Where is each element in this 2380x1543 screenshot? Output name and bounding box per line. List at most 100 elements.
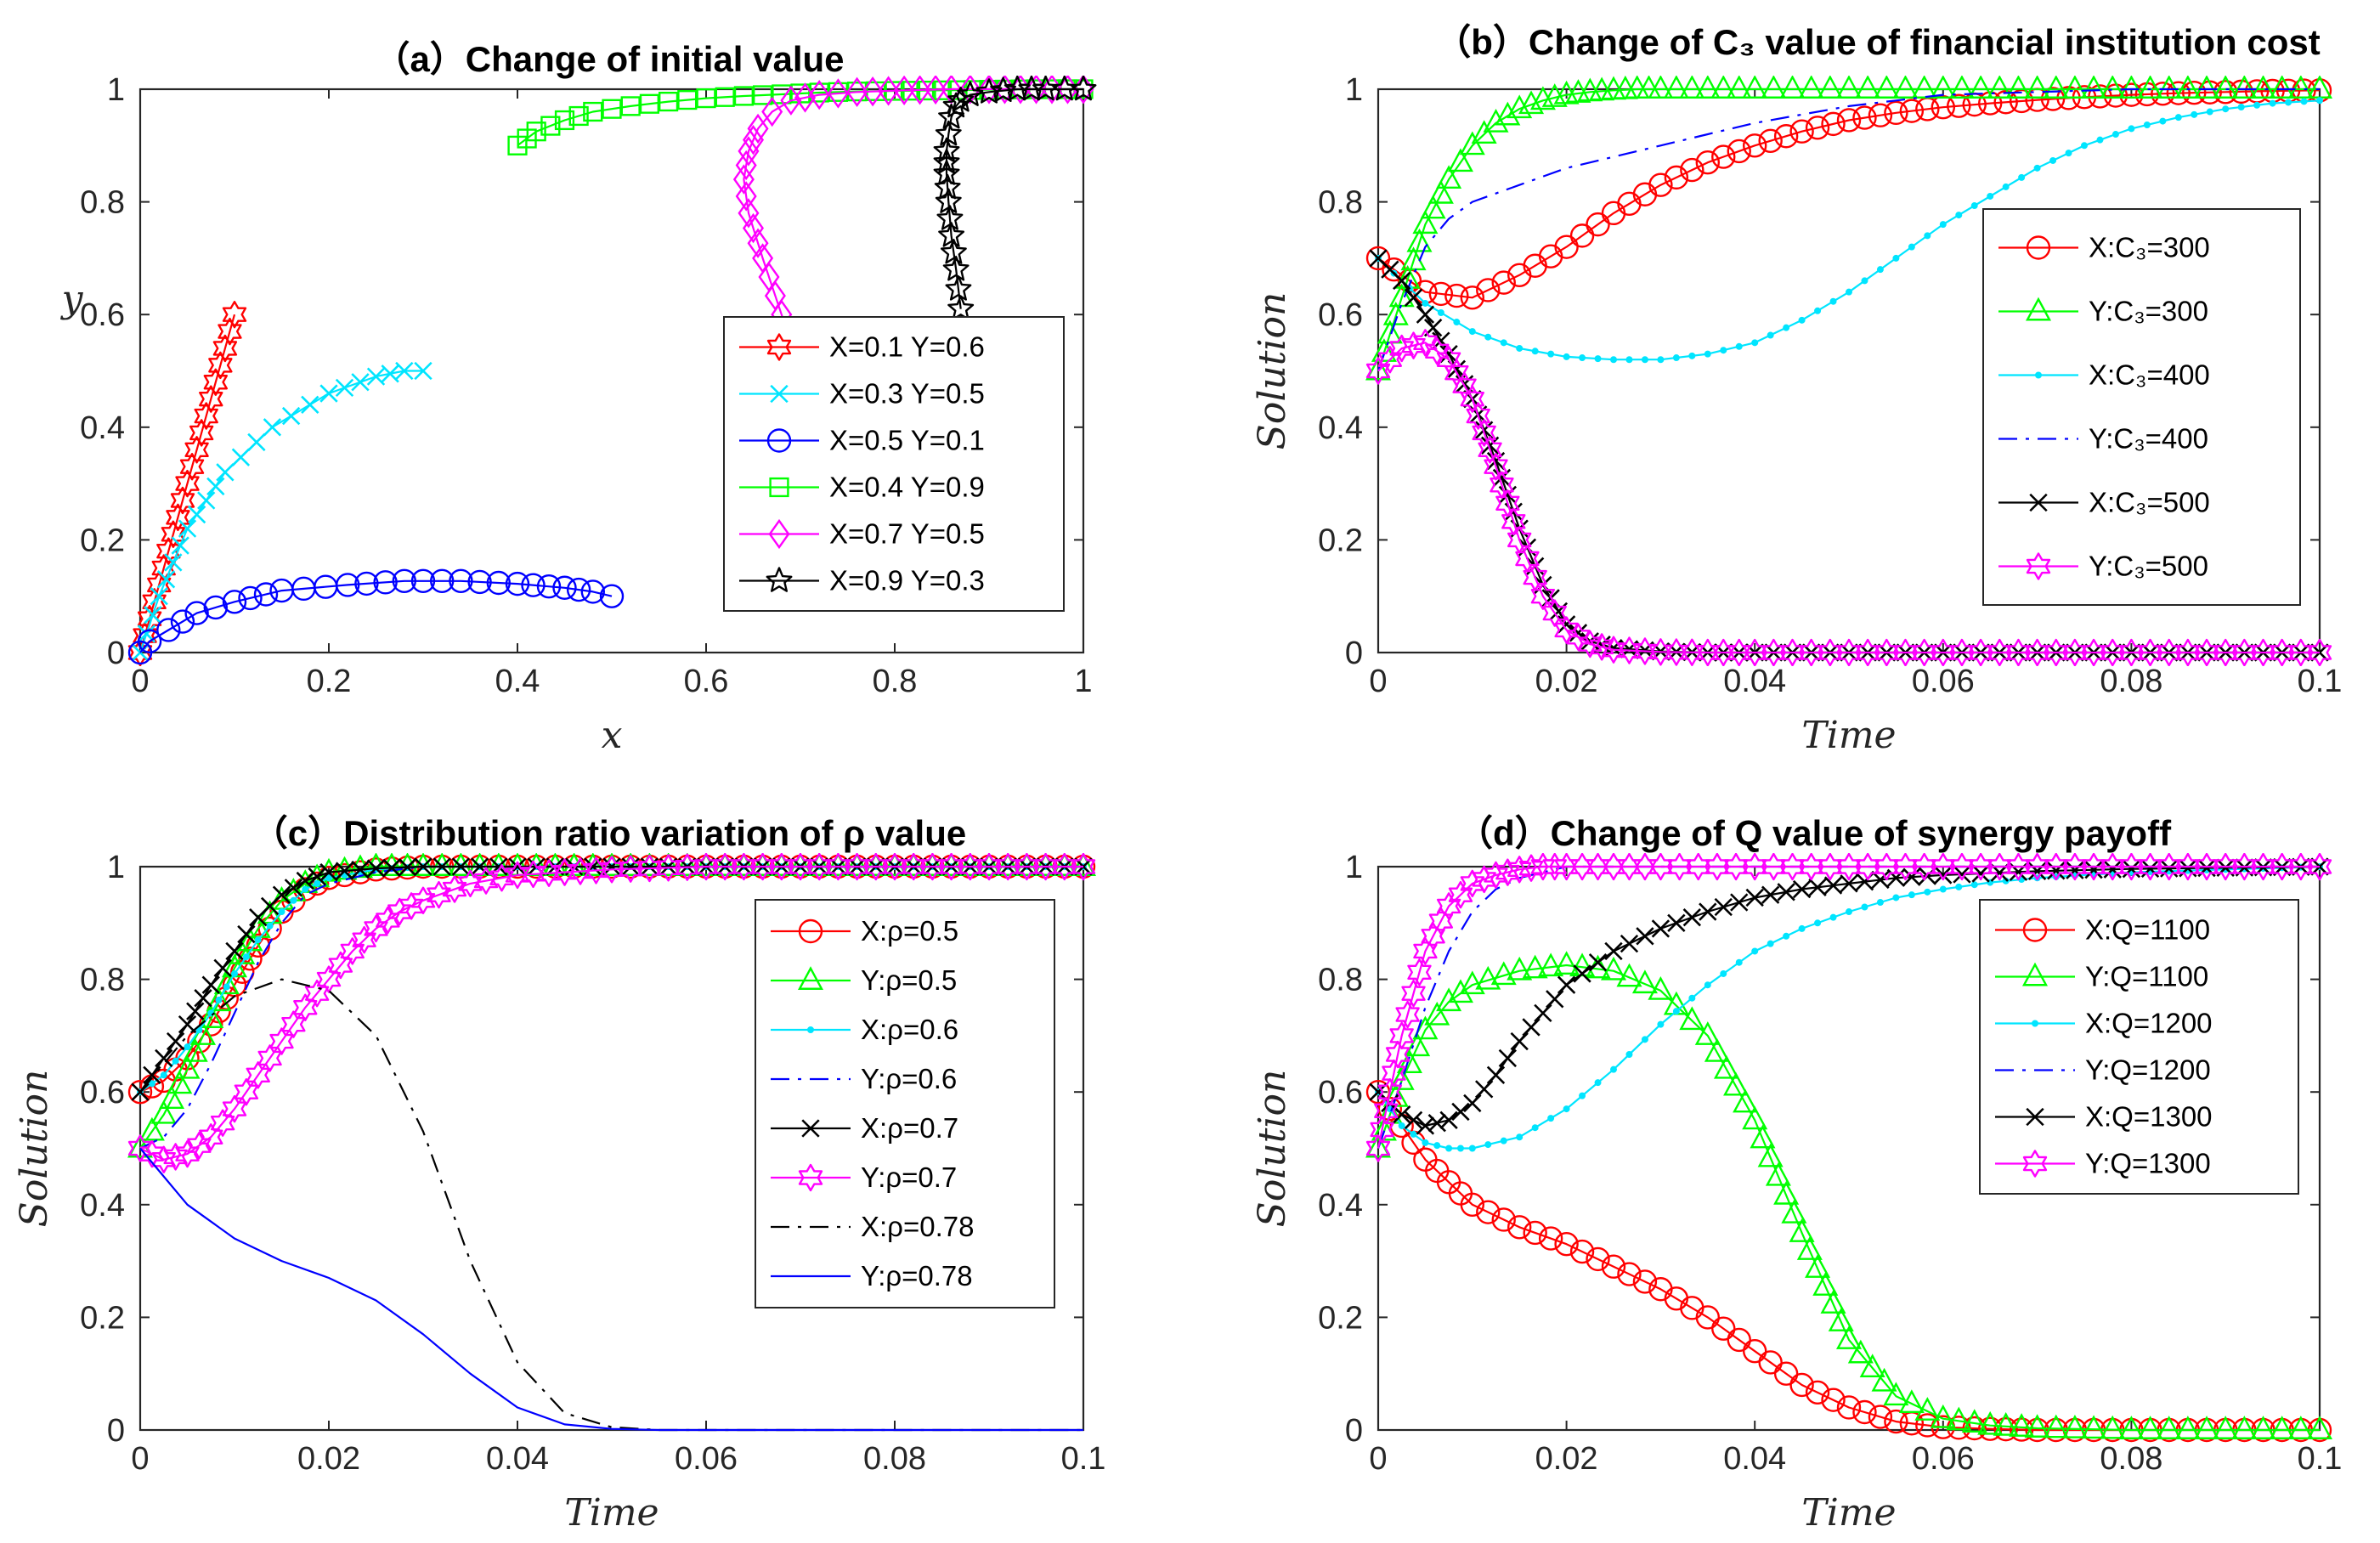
data-point bbox=[1413, 329, 1438, 357]
data-point bbox=[1892, 894, 1900, 901]
data-point bbox=[1616, 963, 1642, 987]
data-point bbox=[1955, 212, 1963, 219]
data-point bbox=[1538, 1226, 1563, 1251]
data-point bbox=[2250, 76, 2276, 99]
data-point bbox=[1530, 582, 1556, 610]
data-point bbox=[1531, 1124, 1539, 1132]
data-point bbox=[156, 570, 176, 589]
data-point bbox=[1970, 202, 1978, 210]
y-tick-label: 0.2 bbox=[1318, 523, 1363, 558]
y-tick-label: 0.8 bbox=[1318, 185, 1363, 221]
data-point bbox=[1542, 599, 1567, 627]
y-tick-label: 0.6 bbox=[80, 1075, 125, 1111]
data-point bbox=[2222, 105, 2230, 113]
data-point bbox=[1733, 1088, 1759, 1113]
data-point bbox=[693, 853, 720, 876]
data-point bbox=[1422, 1139, 1429, 1146]
x-tick-label: 0.08 bbox=[2100, 664, 2162, 699]
data-point bbox=[940, 239, 967, 264]
data-point bbox=[1371, 338, 1397, 362]
data-point bbox=[302, 885, 309, 893]
data-point bbox=[194, 989, 212, 1008]
data-point bbox=[735, 181, 757, 212]
x-tick-label: 0.1 bbox=[2298, 1441, 2343, 1477]
data-point bbox=[1761, 885, 1780, 904]
data-point bbox=[1573, 964, 1591, 983]
y-tick-label: 0.2 bbox=[80, 1300, 125, 1336]
data-point bbox=[1439, 1111, 1458, 1130]
data-point bbox=[164, 553, 183, 572]
data-point bbox=[554, 110, 575, 131]
data-point bbox=[1534, 1003, 1552, 1023]
legend-label: X=0.5 Y=0.1 bbox=[829, 425, 985, 456]
legend-marker bbox=[2026, 235, 2051, 260]
data-point bbox=[213, 958, 232, 978]
data-point bbox=[210, 1109, 235, 1137]
data-point bbox=[1761, 76, 1787, 99]
data-point bbox=[1694, 1021, 1721, 1045]
chart-panel-3: 0 0.02 0.04 0.06 0.08 0.1 0 0.2 0.4 0.6 0.8 1 Time So… bbox=[13, 813, 1105, 1535]
series-line-6 bbox=[139, 865, 1083, 1161]
chart-title: （d）Change of Q value of synergy payoff bbox=[1457, 813, 2172, 853]
legend-label: X:Q=1100 bbox=[2085, 914, 2210, 946]
data-point bbox=[1563, 1105, 1570, 1113]
data-point bbox=[1798, 76, 1824, 99]
data-point bbox=[1557, 975, 1576, 994]
data-point bbox=[2287, 76, 2314, 99]
data-point bbox=[712, 853, 738, 876]
data-point bbox=[1365, 1134, 1391, 1162]
data-point bbox=[1382, 1059, 1406, 1088]
data-point bbox=[1852, 105, 1877, 130]
data-point bbox=[1370, 1116, 1394, 1144]
data-point bbox=[1667, 913, 1686, 932]
data-point bbox=[1507, 94, 1533, 119]
data-point bbox=[199, 1123, 223, 1151]
y-axis-label: Solution bbox=[1251, 1070, 1294, 1228]
data-point bbox=[263, 418, 282, 437]
legend-marker bbox=[2032, 1020, 2038, 1027]
data-point bbox=[485, 853, 512, 876]
data-point bbox=[909, 76, 931, 105]
data-point bbox=[1930, 1404, 1956, 1428]
data-point bbox=[1711, 1316, 1736, 1341]
data-point bbox=[1823, 876, 1843, 895]
data-point bbox=[1365, 1133, 1392, 1158]
data-point bbox=[2033, 164, 2041, 172]
legend-marker bbox=[798, 918, 823, 944]
data-point bbox=[1472, 419, 1496, 447]
data-point bbox=[1472, 865, 1496, 894]
legend-label: Y:Q=1100 bbox=[2085, 961, 2208, 992]
data-point bbox=[1578, 630, 1603, 658]
data-point bbox=[160, 1071, 167, 1079]
x-tick-label: 0.06 bbox=[1912, 664, 1975, 699]
data-point bbox=[1727, 1327, 1751, 1353]
data-point bbox=[636, 853, 663, 876]
data-point bbox=[938, 853, 964, 876]
series-group bbox=[127, 853, 1097, 1432]
legend-marker bbox=[2026, 1107, 2044, 1127]
data-point bbox=[1828, 1308, 1854, 1331]
data-point bbox=[1726, 76, 1752, 99]
data-point bbox=[399, 892, 424, 920]
legend-label: X:Q=1300 bbox=[2085, 1101, 2213, 1133]
data-point bbox=[1730, 893, 1749, 912]
data-point bbox=[410, 568, 436, 593]
data-point bbox=[1484, 1141, 1492, 1149]
data-point bbox=[1704, 350, 1711, 358]
data-point bbox=[1416, 305, 1435, 324]
legend-label: X:C₃=300 bbox=[2089, 232, 2210, 263]
data-point bbox=[936, 205, 964, 230]
data-point bbox=[2137, 1416, 2163, 1439]
legend-marker bbox=[766, 567, 793, 592]
data-point bbox=[1436, 165, 1462, 189]
data-point bbox=[1720, 969, 1727, 977]
data-point bbox=[175, 1139, 200, 1168]
data-point bbox=[2156, 1416, 2182, 1439]
data-point bbox=[2081, 1415, 2107, 1439]
data-point bbox=[231, 969, 238, 977]
data-point bbox=[1444, 283, 1469, 308]
data-point bbox=[1758, 128, 1783, 153]
data-point bbox=[427, 880, 451, 909]
data-point bbox=[1884, 100, 1908, 126]
data-point bbox=[602, 99, 622, 119]
